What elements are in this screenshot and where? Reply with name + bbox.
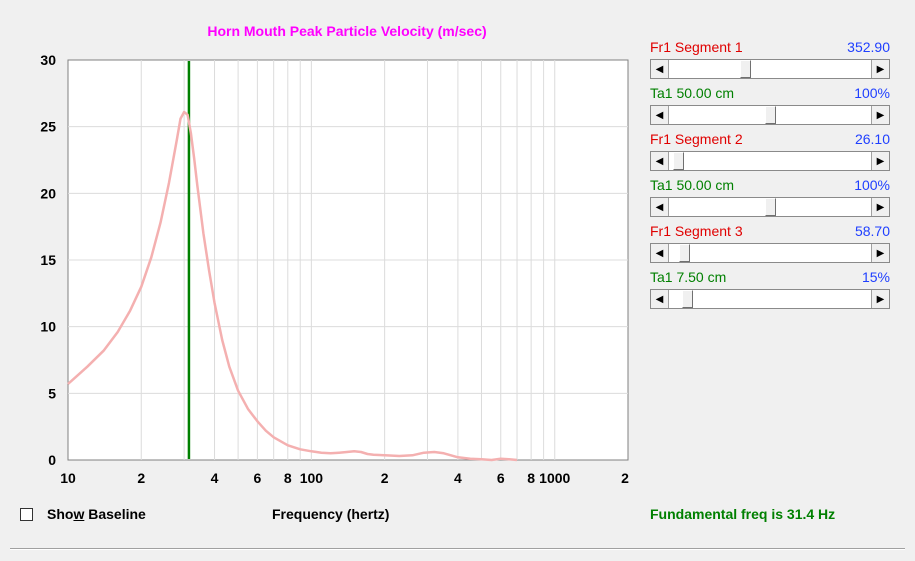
slider-row-label: Ta1 7.50 cm 15% [650, 268, 890, 286]
scroll-thumb[interactable] [672, 152, 684, 170]
arrow-left-icon: ◀ [655, 63, 664, 75]
x-tick-label: 6 [253, 470, 261, 486]
slider-row-label: Ta1 50.00 cm 100% [650, 84, 890, 102]
arrow-right-icon: ▶ [876, 247, 885, 259]
slider-scrollbar[interactable]: ◀ ▶ [650, 243, 890, 263]
x-tick-label: 1000 [539, 470, 570, 486]
scroll-thumb[interactable] [764, 198, 776, 216]
scroll-thumb[interactable] [682, 290, 694, 308]
x-tick-label: 8 [527, 470, 535, 486]
checkbox-box[interactable] [20, 507, 33, 521]
slider-scrollbar[interactable]: ◀ ▶ [650, 59, 890, 79]
slider-row-label: Fr1 Segment 2 26.10 [650, 130, 890, 148]
slider-label: Ta1 50.00 cm [650, 85, 735, 101]
scroll-left-button[interactable]: ◀ [651, 198, 669, 216]
slider-row-label: Fr1 Segment 3 58.70 [650, 222, 890, 240]
scroll-thumb[interactable] [678, 244, 690, 262]
scroll-left-button[interactable]: ◀ [651, 244, 669, 262]
y-tick-label: 15 [40, 252, 56, 268]
x-tick-label: 8 [284, 470, 292, 486]
x-tick-label: 100 [300, 470, 324, 486]
scroll-right-button[interactable]: ▶ [871, 290, 889, 308]
show-baseline-checkbox[interactable]: Show Baseline [20, 506, 146, 522]
slider-label: Fr1 Segment 1 [650, 39, 743, 55]
x-tick-label: 10 [60, 470, 76, 486]
y-tick-label: 5 [48, 385, 56, 401]
slider-scrollbar[interactable]: ◀ ▶ [650, 105, 890, 125]
segment-controls-panel: Fr1 Segment 1 352.90 ◀ ▶ Ta1 50.00 cm 100% ◀ ▶ F… [650, 38, 890, 314]
y-tick-label: 20 [40, 185, 56, 201]
x-tick-label: 2 [621, 470, 629, 486]
slider-label: Ta1 7.50 cm [650, 269, 727, 285]
slider-label: Ta1 50.00 cm [650, 177, 735, 193]
scroll-left-button[interactable]: ◀ [651, 106, 669, 124]
y-tick-label: 10 [40, 319, 56, 335]
scroll-left-button[interactable]: ◀ [651, 60, 669, 78]
y-tick-label: 0 [48, 452, 56, 468]
slider-label: Fr1 Segment 2 [650, 131, 743, 147]
arrow-right-icon: ▶ [876, 293, 885, 305]
arrow-right-icon: ▶ [876, 63, 885, 75]
slider-value: 100% [854, 177, 890, 193]
x-tick-label: 6 [497, 470, 505, 486]
scroll-right-button[interactable]: ▶ [871, 106, 889, 124]
fundamental-frequency-text: Fundamental freq is 31.4 Hz [650, 506, 836, 522]
slider-scrollbar[interactable]: ◀ ▶ [650, 289, 890, 309]
x-tick-label: 2 [137, 470, 145, 486]
chart-title: Horn Mouth Peak Particle Velocity (m/sec… [207, 23, 486, 39]
slider-label: Fr1 Segment 3 [650, 223, 743, 239]
series [67, 110, 518, 462]
show-baseline-label: Show Baseline [47, 506, 146, 522]
y-tick-label: 25 [40, 119, 56, 135]
divider [10, 548, 905, 550]
arrow-left-icon: ◀ [655, 109, 664, 121]
y-tick-label: 30 [40, 52, 56, 68]
slider-value: 26.10 [854, 131, 890, 147]
slider-scrollbar[interactable]: ◀ ▶ [650, 151, 890, 171]
scroll-thumb[interactable] [764, 106, 776, 124]
x-axis: 10 2 4 6 8 100 2 4 6 8 1000 2 [60, 470, 629, 486]
slider-row-label: Fr1 Segment 1 352.90 [650, 38, 890, 56]
velocity-chart: Horn Mouth Peak Particle Velocity (m/sec… [40, 23, 629, 486]
grid [68, 60, 628, 460]
scroll-left-button[interactable]: ◀ [651, 290, 669, 308]
x-tick-label: 4 [454, 470, 462, 486]
arrow-left-icon: ◀ [655, 201, 664, 213]
arrow-left-icon: ◀ [655, 155, 664, 167]
arrow-right-icon: ▶ [876, 109, 885, 121]
slider-value: 100% [854, 85, 890, 101]
x-tick-label: 2 [381, 470, 389, 486]
scroll-right-button[interactable]: ▶ [871, 60, 889, 78]
scroll-thumb[interactable] [739, 60, 751, 78]
arrow-right-icon: ▶ [876, 155, 885, 167]
velocity-curve [67, 110, 518, 462]
slider-row-label: Ta1 50.00 cm 100% [650, 176, 890, 194]
scroll-left-button[interactable]: ◀ [651, 152, 669, 170]
slider-value: 352.90 [847, 39, 890, 55]
slider-value: 15% [861, 269, 890, 285]
y-axis: 0 5 10 15 20 25 30 [40, 52, 56, 468]
arrow-left-icon: ◀ [655, 293, 664, 305]
slider-scrollbar[interactable]: ◀ ▶ [650, 197, 890, 217]
arrow-right-icon: ▶ [876, 201, 885, 213]
scroll-right-button[interactable]: ▶ [871, 198, 889, 216]
x-tick-label: 4 [211, 470, 219, 486]
scroll-right-button[interactable]: ▶ [871, 152, 889, 170]
arrow-left-icon: ◀ [655, 247, 664, 259]
slider-value: 58.70 [854, 223, 890, 239]
scroll-right-button[interactable]: ▶ [871, 244, 889, 262]
x-axis-label: Frequency (hertz) [272, 506, 390, 522]
